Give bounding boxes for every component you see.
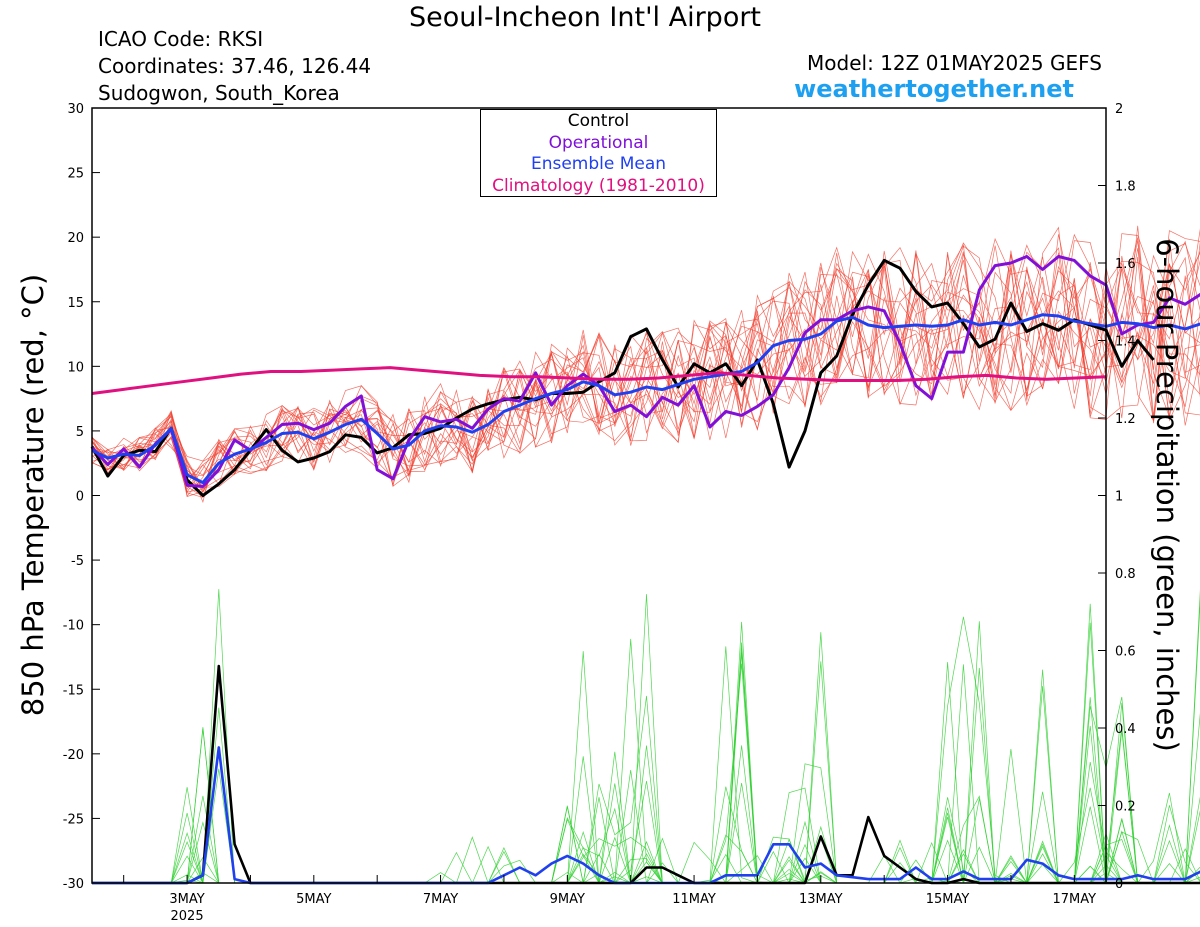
operational-temperature-line [90,255,1200,488]
y-axis-label: 850 hPa Temperature (red, °C) [16,273,50,717]
y2-tick-label: 1.2 [1115,412,1136,427]
y2-tick-label: 1.4 [1115,335,1136,350]
temperature-member-line [91,245,1200,491]
model-run: Model: 12Z 01MAY2025 GEFS [807,51,1102,75]
icao-code: ICAO Code: RKSI [98,27,264,51]
legend-operational: Operational [548,132,649,153]
x-year-label: 2025 [171,909,204,924]
precipitation-member-line [92,638,1200,884]
y-tick-label: -15 [63,683,84,698]
y-tick-label: 25 [67,167,84,182]
x-tick-label: 13MAY [799,892,843,907]
x-tick-label: 15MAY [926,892,970,907]
temperature-member-line [91,230,1200,493]
plot-frame [91,107,1107,884]
y2-axis-label: 6-hour Precipitation (green, inches) [1150,238,1184,752]
x-tick-label: 17MAY [1053,892,1097,907]
y2-tick-label: 0.2 [1115,800,1136,815]
ensemble-members-precipitation [92,588,1200,885]
ensemble-mean-temperature-line [91,313,1200,485]
legend-ensemble-mean: Ensemble Mean [530,154,667,174]
temperature-member-line [91,225,1200,503]
x-tick-label: 7MAY [423,892,458,907]
legend: Control Operational Ensemble Mean Climat… [480,109,717,197]
temperature-member-line [91,228,1200,487]
y-tick-label: 10 [67,360,84,375]
y2-tick-label: 2 [1115,102,1123,117]
y-tick-label: 0 [76,490,84,505]
precipitation-member-line [92,588,1200,885]
y-tick-label: -10 [63,619,84,634]
precipitation-member-line [92,696,1200,884]
y2-tick-label: 1.6 [1115,257,1136,272]
y-tick-label: 15 [67,296,84,311]
temperature-member-line [91,238,1200,493]
y-tick-label: -25 [63,812,84,827]
y2-tick-label: 0.8 [1115,567,1136,582]
y2-tick-label: 1 [1115,490,1123,505]
y2-tick-label: 0.6 [1115,645,1136,660]
y2-tick-label: 0.4 [1115,722,1136,737]
x-tick-label: 9MAY [550,892,585,907]
legend-control: Control [567,111,630,131]
temperature-member-line [91,240,1200,492]
y-tick-label: -30 [63,877,84,892]
control-temperature-line [90,258,1155,497]
region: Sudogwon, South_Korea [98,81,340,105]
precipitation-member-line [92,632,1200,884]
precipitation-member-line [92,594,1200,884]
climatology-temperature-line [91,366,1107,395]
y-tick-label: -5 [71,554,84,569]
y-tick-label: 30 [67,102,84,117]
x-tick-label: 3MAY [169,892,204,907]
precipitation-member-line [92,589,1200,884]
site-link[interactable]: weathertogether.net [794,75,1074,103]
temperature-member-line [91,233,1200,490]
coordinates: Coordinates: 37.46, 126.44 [98,54,372,78]
legend-climatology: Climatology (1981-2010) [492,175,705,196]
axes: 302520151050-5-10-15-20-25-3021.81.61.41… [63,102,1136,924]
y-tick-label: -20 [63,748,84,763]
precipitation-member-line [92,599,1200,884]
y-tick-label: 5 [76,425,84,440]
chart-title: Seoul-Incheon Int'l Airport [408,2,762,33]
y2-tick-label: 1.8 [1115,180,1136,195]
y2-tick-label: 0 [1115,877,1123,892]
x-tick-label: 11MAY [672,892,716,907]
x-tick-label: 5MAY [296,892,331,907]
y-tick-label: 20 [67,231,84,246]
precipitation-member-line [92,646,1200,884]
ensemble-members-temperature [91,225,1200,503]
